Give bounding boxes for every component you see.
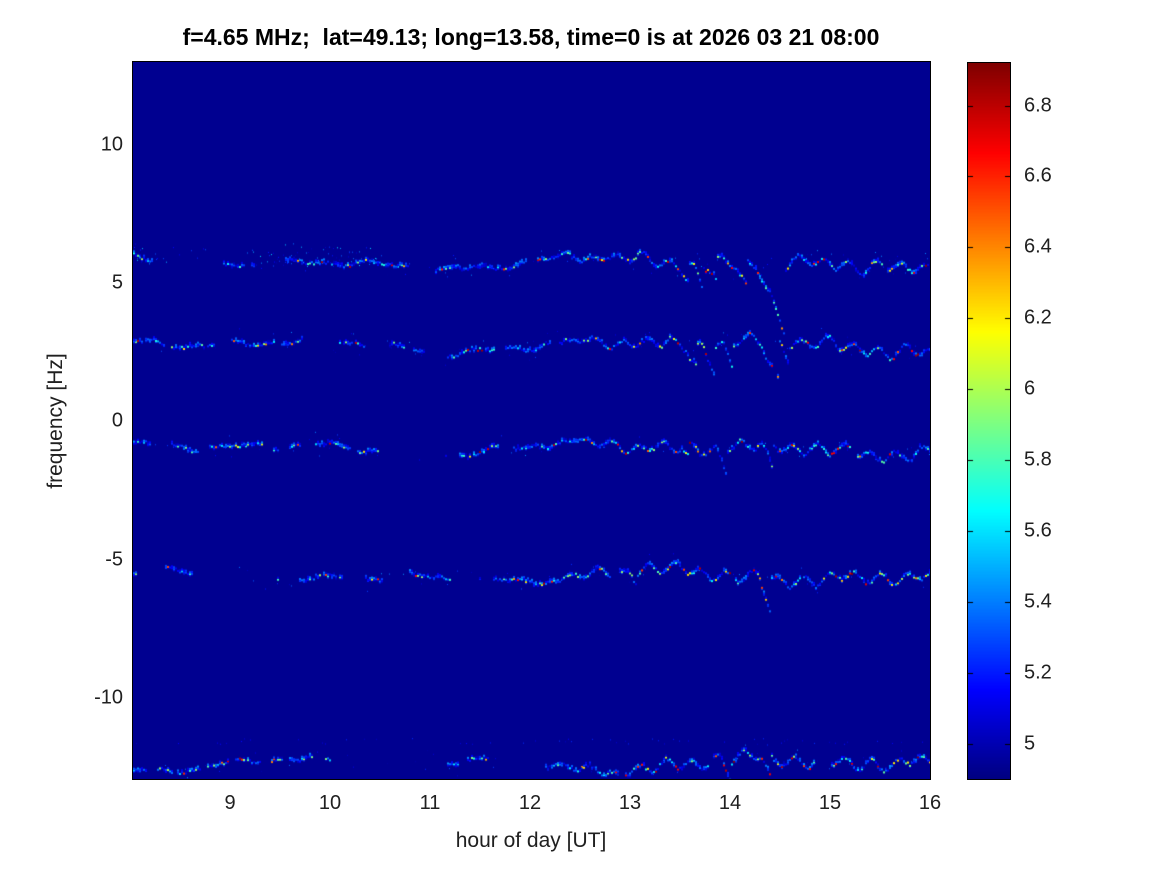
x-tick-label: 10 — [318, 792, 342, 814]
x-tick-label: 14 — [718, 792, 742, 814]
colorbar-tick-label: 5.6 — [1024, 519, 1052, 542]
colorbar-tick-label: 6 — [1024, 377, 1036, 400]
y-tick-label: 0 — [111, 409, 123, 432]
colorbar-tick-label: 6.4 — [1024, 235, 1052, 258]
y-axis-label: frequency [Hz] — [44, 353, 67, 489]
x-tick-label: 13 — [618, 792, 642, 814]
y-tick-label: 5 — [111, 271, 123, 294]
colorbar-canvas — [968, 63, 1010, 779]
colorbar-tick-label: 6.2 — [1024, 306, 1052, 329]
colorbar-tick-label: 6.8 — [1024, 94, 1052, 117]
colorbar-tick-label: 5.2 — [1024, 661, 1052, 684]
chart-title: f=4.65 MHz; lat=49.13; long=13.58, time=… — [182, 24, 880, 50]
x-tick-label: 12 — [518, 792, 542, 814]
y-tick-label: -5 — [105, 548, 123, 571]
colorbar-tick-label: 5.8 — [1024, 448, 1052, 471]
colorbar-tick-label: 5 — [1024, 732, 1036, 755]
x-tick-label: 15 — [818, 792, 842, 814]
x-tick-label: 16 — [918, 792, 942, 814]
x-tick-label: 9 — [224, 792, 236, 814]
spectrogram-canvas — [133, 62, 930, 779]
colorbar — [967, 62, 1011, 780]
plot-area — [132, 61, 931, 780]
y-tick-label: -10 — [94, 686, 123, 709]
x-axis-label: hour of day [UT] — [455, 829, 607, 852]
colorbar-tick-label: 5.4 — [1024, 590, 1052, 613]
x-tick-label: 11 — [419, 792, 441, 814]
y-tick-label: 10 — [100, 133, 123, 156]
colorbar-tick-label: 6.6 — [1024, 164, 1052, 187]
